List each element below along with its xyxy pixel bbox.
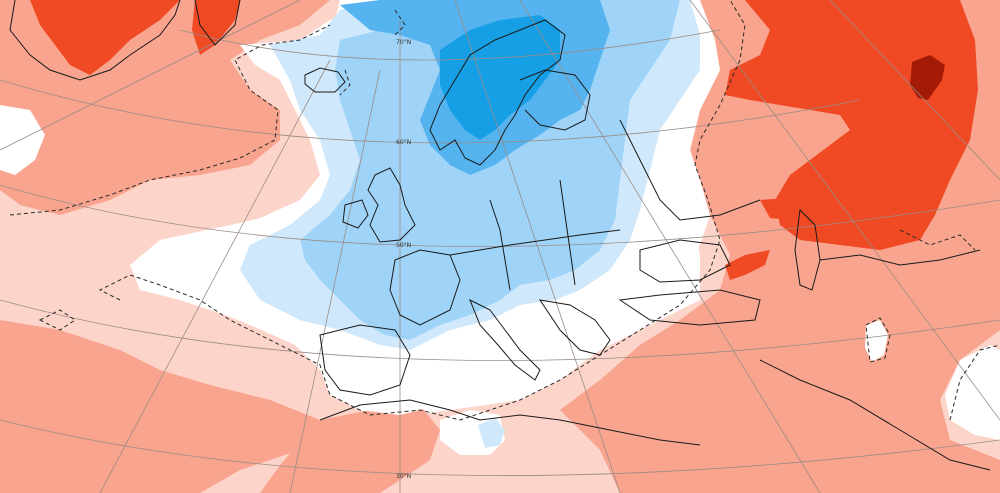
zero-contour-ocean-west — [38, 309, 76, 331]
coastline-ireland — [342, 199, 369, 229]
coastline-scandinavia — [429, 19, 566, 166]
latitude-labels: 70°N 60°N 50°N 30°N — [396, 39, 411, 480]
border-europe-2 — [489, 199, 511, 291]
neutral-patch-cyprus — [865, 320, 888, 362]
latitude-label-50n: 50°N — [396, 242, 411, 249]
zero-anomaly-contour — [9, 0, 1000, 421]
cold-anomaly-layer — [240, 0, 700, 448]
latitude-label-70n: 70°N — [396, 39, 411, 46]
coastline-greenland-east — [194, 0, 241, 46]
anomaly-deep-blue-scandinavia — [440, 15, 560, 140]
anomaly-light-blue-tunisia — [478, 418, 505, 448]
zero-contour-southeast — [949, 344, 1000, 421]
border-europe-3 — [559, 179, 576, 286]
neutral-patch-northwest — [0, 105, 45, 175]
zero-contour-cyprus — [865, 317, 891, 363]
meridian-east-3 — [689, 0, 1000, 421]
border-russia — [619, 119, 761, 221]
coastline-black-sea — [639, 239, 731, 283]
zero-contour-main — [9, 0, 746, 421]
anomaly-deep-red-core — [910, 55, 945, 100]
border-europe-1 — [449, 229, 621, 256]
latitude-circle-40n — [0, 299, 1000, 361]
meridian-east-4 — [829, 0, 1000, 181]
zero-contour-ocean-north — [339, 69, 351, 96]
meridian-east-1 — [454, 0, 621, 493]
latitude-label-60n: 60°N — [396, 139, 411, 146]
coastline-greenland — [9, 0, 181, 81]
zero-contour-russia — [899, 229, 976, 251]
coastline-finland — [519, 69, 591, 131]
coastline-italy — [469, 298, 541, 381]
coastline-arabia — [759, 359, 991, 471]
coastline-caspian — [794, 208, 821, 291]
latitude-circle-70n — [179, 29, 721, 61]
coastline-north-africa — [319, 399, 701, 446]
anomaly-salmon-north-africa — [260, 405, 440, 493]
latitude-circle-30n — [0, 419, 1000, 476]
anomaly-salmon-southwest-atlantic — [0, 320, 320, 493]
coastline-iceland — [304, 67, 346, 93]
coastline-british-isles — [367, 167, 416, 243]
anomaly-red-caucasus — [760, 198, 800, 220]
coastline-turkey — [618, 289, 761, 326]
anomaly-red-turkey — [725, 250, 770, 280]
border-central-asia — [819, 249, 981, 266]
coastline-balkans — [538, 299, 611, 356]
coastlines — [9, 0, 991, 471]
latitude-circle-50n — [0, 184, 1000, 247]
coastline-iberia — [319, 324, 411, 396]
meridian-west-1 — [0, 0, 301, 151]
coastline-france — [389, 249, 461, 326]
anomaly-red-greenland — [30, 0, 180, 75]
meridian-west-2 — [99, 59, 331, 493]
neutral-patch-southeast — [945, 345, 1000, 440]
latitude-circle-60n — [0, 79, 861, 144]
latitude-label-30n: 30°N — [396, 473, 411, 480]
anomaly-red-greenland-east — [192, 0, 240, 55]
meridian-west-3 — [289, 69, 381, 493]
meridian-east-2 — [519, 0, 821, 493]
